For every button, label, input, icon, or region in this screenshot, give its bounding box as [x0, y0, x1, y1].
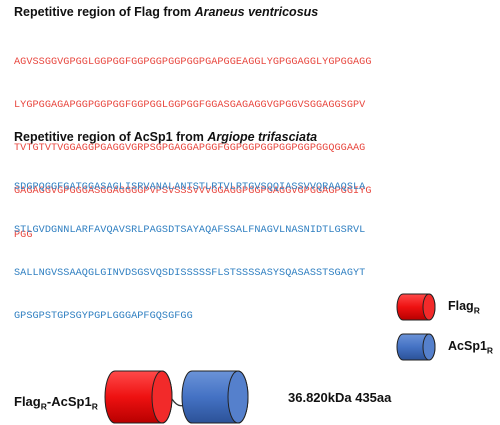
- flag-heading-prefix: Repetitive region of Flag from: [14, 5, 195, 19]
- acsp-region-heading: Repetitive region of AcSp1 from Argiope …: [14, 129, 317, 145]
- acsp-legend-label: AcSp1R: [448, 339, 494, 356]
- flag-sequence: AGVSSGGVGPGGLGGPGGFGGPGGPGGPGGPGAPGGEAGG…: [14, 27, 494, 258]
- flag-sequence-line: LYGPGGAGAPGGPGGPGGFGGPGGLGGPGGFGGASGAGAG…: [14, 100, 366, 112]
- acsp-species-name: Argiope trifasciata: [207, 130, 318, 144]
- construct-label: FlagR-AcSp1R: [14, 394, 98, 412]
- flag-region-heading: Repetitive region of Flag from Araneus v…: [14, 4, 318, 20]
- flag-sequence-line: TVTGTVTVGGAGGPGAGGVGRPSGPGAGGAPGGFGGPGGP…: [14, 143, 366, 155]
- flag-sequence-line: AGVSSGGVGPGGLGGPGGFGGPGGPGGPGGPGAPGGEAGG…: [14, 56, 372, 68]
- construct-diagram: [104, 370, 249, 424]
- acsp-sequence-line: GPSGPSTGPSGYPGPLGGGAPFGQSGFGG: [14, 311, 193, 323]
- acsp-cylinder: [181, 370, 249, 424]
- flag-species-name: Araneus ventricosus: [194, 5, 319, 19]
- acsp-sequence-line: SDGPQGGFGATGGASAGLISRVANALANTSTLRTVLRTGV…: [14, 181, 366, 193]
- acsp-sequence-line: SALLNGVSSAAQGLGINVDSGSVQSDISSSSSFLSTSSSS…: [14, 268, 366, 280]
- acsp-heading-prefix: Repetitive region of AcSp1 from: [14, 130, 208, 144]
- flag-legend-label: FlagR: [448, 299, 480, 316]
- acsp-legend-cylinder: [396, 333, 436, 361]
- construct-info: 36.820kDa 435aa: [288, 390, 392, 405]
- acsp-sequence-line: STLGVDGNNLARFAVQAVSRLPAGSDTSAYAQAFSSALFN…: [14, 225, 366, 237]
- acsp-sequence: SDGPQGGFGATGGASAGLISRVANALANTSTLRTVLRTGV…: [14, 152, 494, 339]
- flag-sequence-line: GAGAGGVGPGGGASGGAGGGGPVPSVSSSVVVGGAGGPGG…: [14, 186, 372, 198]
- flag-sequence-line: PGG: [14, 229, 33, 241]
- flag-legend-cylinder: [396, 293, 436, 321]
- flag-cylinder: [104, 370, 173, 424]
